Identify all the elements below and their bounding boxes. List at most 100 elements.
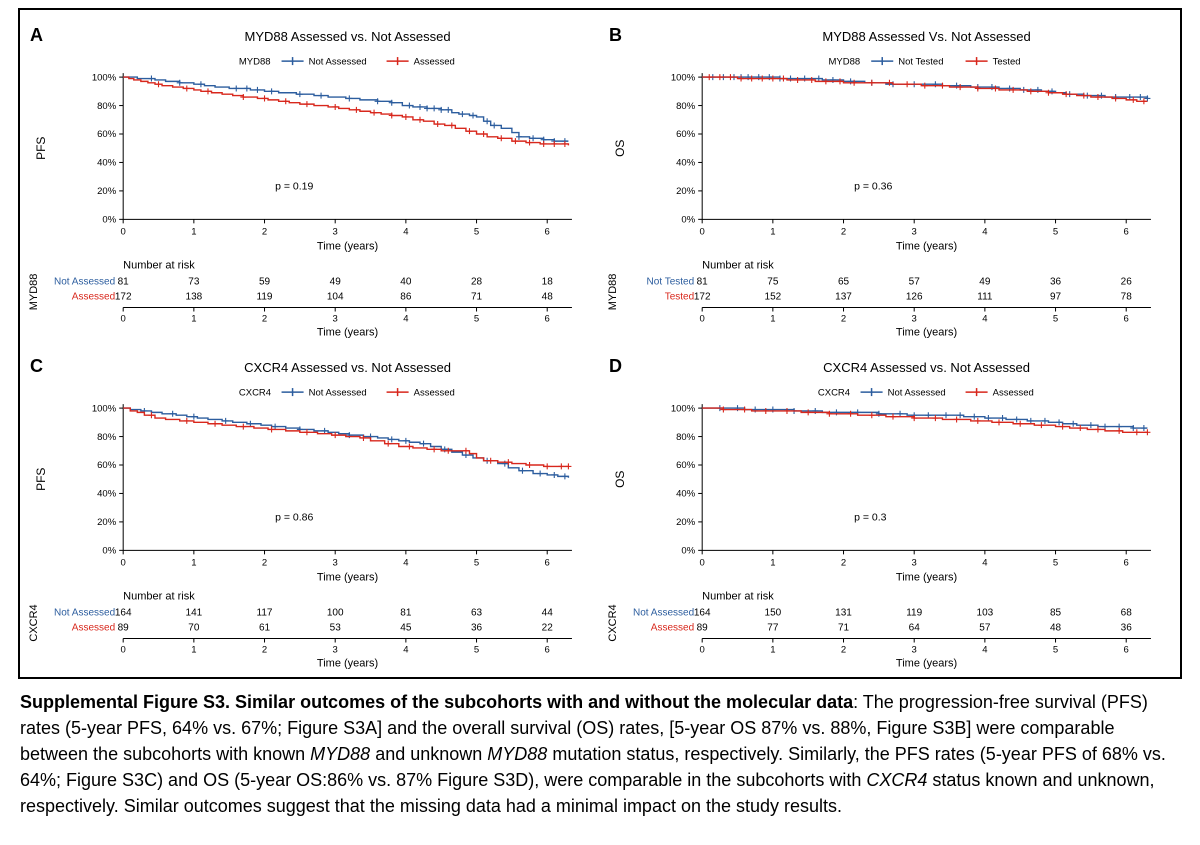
risk-x-tick-label: 2: [841, 644, 846, 655]
legend-label: Assessed: [414, 387, 455, 398]
y-tick-label: 0%: [102, 545, 116, 556]
risk-x-axis-label: Time (years): [896, 327, 957, 339]
km-chart-D: D CXCR4 Assessed vs. Not Assessed CXCR4 Not…: [607, 356, 1151, 669]
risk-row-label: Not Tested: [647, 276, 695, 287]
legend-entry-not-tested: Not Tested: [871, 57, 944, 68]
panel-B-km-plot: B MYD88 Assessed Vs. Not Assessed MYD88 Not…: [600, 15, 1179, 346]
risk-count: 49: [330, 276, 342, 287]
x-tick-label: 0: [700, 226, 705, 237]
risk-x-tick-label: 1: [191, 644, 196, 655]
y-tick-label: 100%: [92, 403, 117, 414]
risk-count: 57: [979, 622, 991, 633]
legend-label: Not Assessed: [309, 57, 367, 68]
risk-count: 103: [977, 607, 994, 618]
km-chart-A: A MYD88 Assessed vs. Not Assessed MYD88 Not…: [28, 25, 572, 339]
censor-marks-not-assessed: [148, 75, 568, 145]
panel-title: MYD88 Assessed Vs. Not Assessed: [822, 29, 1030, 44]
plot-axes: 0% 20% 40% 60% 80% 100% 0 1 2 3 4 5 6: [92, 403, 572, 568]
risk-x-tick-label: 2: [262, 644, 267, 655]
y-tick-label: 100%: [671, 72, 696, 83]
x-tick-label: 1: [191, 557, 196, 568]
x-tick-label: 0: [121, 226, 126, 237]
x-axis-label: Time (years): [896, 571, 957, 583]
risk-row-label: Tested: [665, 291, 694, 302]
risk-count: 164: [115, 607, 132, 618]
risk-count: 57: [909, 276, 921, 287]
x-tick-label: 6: [545, 226, 550, 237]
legend-entry-not-assessed: Not Assessed: [281, 387, 367, 398]
risk-count: 71: [838, 622, 850, 633]
km-chart-C: C CXCR4 Assessed vs. Not Assessed CXCR4 Not…: [28, 356, 572, 669]
x-tick-label: 5: [1053, 557, 1058, 568]
risk-count: 100: [327, 607, 344, 618]
risk-x-tick-label: 1: [191, 314, 196, 325]
caption-segment: mutation status, respectively. Similarly…: [20, 744, 1166, 791]
risk-group-label: MYD88: [28, 274, 40, 311]
legend-title: CXCR4: [239, 387, 271, 398]
y-tick-label: 100%: [92, 72, 117, 83]
risk-row-label: Not Assessed: [633, 607, 694, 618]
censor-marks-tested: [706, 74, 1147, 105]
risk-table-header: Number at risk: [702, 590, 774, 602]
km-curve-assessed: [123, 406, 569, 467]
risk-count: 131: [835, 607, 852, 618]
risk-group-label: MYD88: [607, 274, 619, 311]
panel-C-km-plot: C CXCR4 Assessed vs. Not Assessed CXCR4 Not…: [21, 346, 600, 677]
panel-letter-D: D: [609, 356, 622, 376]
km-curve-tested: [702, 76, 1148, 102]
risk-count: 85: [1050, 607, 1062, 618]
x-tick-label: 4: [982, 226, 987, 237]
risk-x-tick-label: 6: [545, 314, 550, 325]
x-tick-label: 3: [333, 557, 338, 568]
y-tick-label: 0%: [102, 215, 116, 226]
y-axis-label: PFS: [34, 137, 48, 160]
y-tick-label: 20%: [676, 186, 696, 197]
x-tick-label: 1: [191, 226, 196, 237]
legend-entry-not-assessed: Not Assessed: [281, 57, 367, 68]
risk-x-tick-label: 3: [333, 314, 338, 325]
y-tick-label: 60%: [97, 460, 117, 471]
y-axis-label: PFS: [34, 467, 48, 490]
risk-count: 81: [118, 276, 130, 287]
figure-caption: Supplemental Figure S3. Similar outcomes…: [20, 689, 1180, 819]
y-tick-label: 0%: [681, 215, 695, 226]
x-tick-label: 6: [545, 557, 550, 568]
legend-entry-assessed: Assessed: [386, 387, 455, 398]
risk-x-tick-label: 2: [262, 314, 267, 325]
p-value: p = 0.19: [275, 180, 313, 192]
risk-x-tick-label: 5: [1053, 644, 1058, 655]
legend-title: MYD88: [239, 57, 271, 68]
risk-count: 141: [186, 607, 203, 618]
risk-count: 81: [697, 276, 709, 287]
risk-count: 172: [694, 291, 711, 302]
risk-count: 45: [400, 622, 412, 633]
legend-label: Assessed: [414, 57, 455, 68]
y-tick-label: 40%: [97, 158, 117, 169]
y-tick-label: 60%: [676, 460, 696, 471]
risk-row-label: Not Assessed: [54, 607, 115, 618]
caption-segment: Supplemental Figure S3. Similar outcomes…: [20, 692, 854, 713]
y-tick-label: 60%: [676, 129, 696, 140]
legend-label: Not Assessed: [888, 387, 946, 398]
km-curve-not-assessed: [123, 76, 569, 142]
risk-count: 53: [330, 622, 342, 633]
risk-x-tick-label: 5: [474, 314, 479, 325]
risk-count: 152: [765, 291, 782, 302]
risk-x-axis-label: Time (years): [317, 327, 378, 339]
risk-count: 22: [542, 622, 554, 633]
risk-count: 61: [259, 622, 271, 633]
risk-count: 70: [188, 622, 200, 633]
legend-title: MYD88: [829, 57, 861, 68]
figure-frame: A MYD88 Assessed vs. Not Assessed MYD88 Not…: [18, 8, 1182, 680]
x-axis-label: Time (years): [896, 240, 957, 252]
risk-count: 89: [697, 622, 709, 633]
panel-title: CXCR4 Assessed vs. Not Assessed: [823, 360, 1030, 375]
risk-group-label: CXCR4: [607, 604, 619, 641]
risk-count: 28: [471, 276, 483, 287]
risk-x-tick-label: 3: [333, 644, 338, 655]
p-value: p = 0.86: [275, 511, 313, 523]
caption-segment: and unknown: [370, 744, 488, 765]
